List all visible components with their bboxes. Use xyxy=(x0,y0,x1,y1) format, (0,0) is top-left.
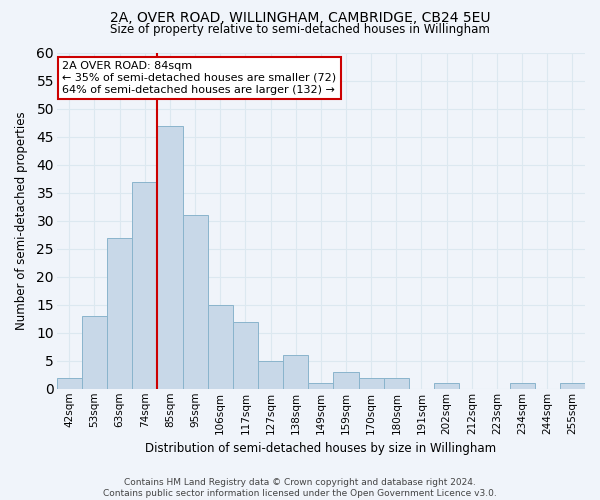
Bar xyxy=(283,355,308,389)
Bar xyxy=(359,378,384,389)
Bar xyxy=(233,322,258,389)
Bar xyxy=(434,383,459,389)
Bar xyxy=(57,378,82,389)
Bar xyxy=(182,216,208,389)
Bar xyxy=(82,316,107,389)
Bar xyxy=(132,182,157,389)
Text: 2A, OVER ROAD, WILLINGHAM, CAMBRIDGE, CB24 5EU: 2A, OVER ROAD, WILLINGHAM, CAMBRIDGE, CB… xyxy=(110,11,490,25)
Bar xyxy=(308,383,334,389)
Y-axis label: Number of semi-detached properties: Number of semi-detached properties xyxy=(15,112,28,330)
Bar xyxy=(334,372,359,389)
X-axis label: Distribution of semi-detached houses by size in Willingham: Distribution of semi-detached houses by … xyxy=(145,442,496,455)
Text: Size of property relative to semi-detached houses in Willingham: Size of property relative to semi-detach… xyxy=(110,22,490,36)
Text: Contains HM Land Registry data © Crown copyright and database right 2024.
Contai: Contains HM Land Registry data © Crown c… xyxy=(103,478,497,498)
Bar xyxy=(509,383,535,389)
Bar xyxy=(258,361,283,389)
Text: 2A OVER ROAD: 84sqm
← 35% of semi-detached houses are smaller (72)
64% of semi-d: 2A OVER ROAD: 84sqm ← 35% of semi-detach… xyxy=(62,62,336,94)
Bar xyxy=(107,238,132,389)
Bar xyxy=(384,378,409,389)
Bar xyxy=(157,126,182,389)
Bar xyxy=(208,305,233,389)
Bar xyxy=(560,383,585,389)
